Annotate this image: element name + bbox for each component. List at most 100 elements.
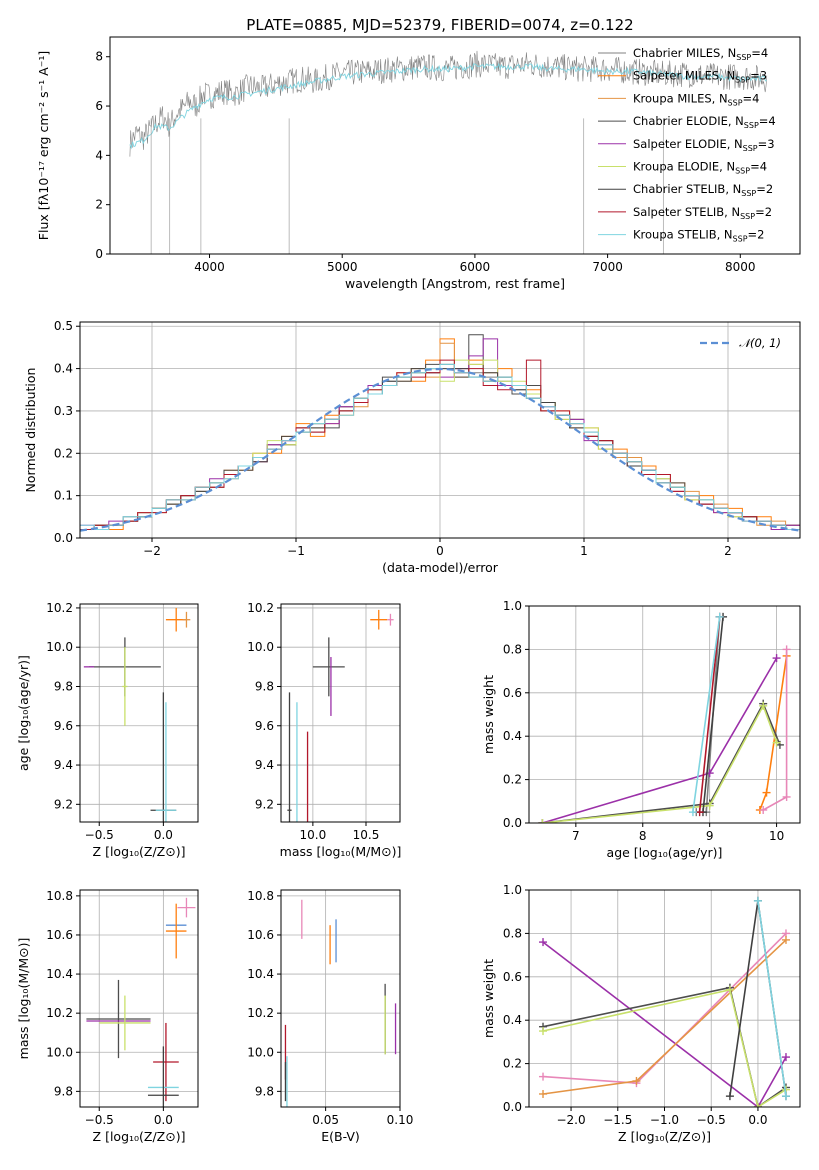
marker xyxy=(759,805,768,814)
y-tick-label: 10.0 xyxy=(247,1045,274,1059)
massweight-vs-age-frame xyxy=(528,605,801,824)
marker xyxy=(539,938,548,947)
marker xyxy=(781,1053,790,1062)
spectrum-line-model xyxy=(129,62,767,150)
mass-weight-line-Kroupa ELODIE xyxy=(542,703,778,823)
y-tick-label: 0.6 xyxy=(503,686,522,700)
y-tick-label: 9.8 xyxy=(255,679,274,693)
spectrum-line-data xyxy=(129,50,768,157)
age-vs-z-grid xyxy=(80,604,198,822)
marker xyxy=(753,1103,762,1107)
legend-entry: Salpeter ELODIE, NSSP=3 xyxy=(633,137,775,153)
y-tick-label: 9.4 xyxy=(54,758,73,772)
y-tick-label: 0.2 xyxy=(54,446,73,460)
y-tick-label: 0.0 xyxy=(503,816,522,830)
x-tick-label: 0.0 xyxy=(154,828,173,842)
marker xyxy=(695,808,704,817)
mass-vs-z-x-axis-label: Z [log₁₀(Z/Z⊙)] xyxy=(93,1129,186,1144)
y-tick-label: 0.4 xyxy=(503,729,522,743)
y-tick-label: 10.2 xyxy=(46,601,73,615)
mass-vs-ebv-chart: 0.05 0.10 9.8 10.0 10.2 10.4 10.6 10.8 E(B-V) xyxy=(247,889,413,1144)
massweight-vs-z-chart: −2.0 −1.5 −1.0 −0.5 0.0 0.0 0.2 0.4 0.6 0.8 1.0 Z [… xyxy=(481,883,801,1144)
y-tick-label: 9.2 xyxy=(54,797,73,811)
y-tick-label: 9.6 xyxy=(54,719,73,733)
y-tick-label: 6 xyxy=(95,99,103,113)
x-tick-label: 0.0 xyxy=(154,1113,173,1127)
y-tick-label: 0.0 xyxy=(503,1100,522,1114)
marker xyxy=(539,1089,548,1098)
spectrum-plot-area xyxy=(129,50,768,254)
error-bar-point xyxy=(287,692,292,822)
x-tick-label: −0.5 xyxy=(85,1113,114,1127)
mass-vs-ebv-frame xyxy=(280,889,401,1108)
y-tick-label: 0.4 xyxy=(503,1013,522,1027)
y-tick-label: 4 xyxy=(95,148,103,162)
marker xyxy=(725,985,734,994)
x-tick-label: −1 xyxy=(287,544,305,558)
marker xyxy=(772,738,781,747)
residuals-y-axis-label: Normed distribution xyxy=(23,368,38,493)
error-bar-point xyxy=(99,995,151,1051)
spectrum-legend: Chabrier MILES, NSSP=4 Salpeter MILES, NS… xyxy=(598,46,776,244)
y-tick-label: 10.8 xyxy=(46,889,73,903)
residuals-x-axis-label: (data-model)/error xyxy=(382,560,499,575)
massweight-vs-age-chart: 7 8 9 10 0.0 0.2 0.4 0.6 0.8 1.0 age [log₁₀(age/yr… xyxy=(481,599,801,860)
mass-weight-line-Salpeter ELODIE xyxy=(542,941,787,1107)
age-vs-z-chart: −0.5 0.0 9.2 9.4 9.6 9.8 10.0 10.2 Z [log₁₀(Z/Z⊙… xyxy=(16,601,199,859)
y-tick-label: 0.8 xyxy=(503,926,522,940)
x-tick-label: 0.05 xyxy=(312,1113,339,1127)
legend-entry: 𝒩(0, 1) xyxy=(739,336,781,350)
y-tick-label: 0.8 xyxy=(503,642,522,656)
normal-curve xyxy=(80,367,800,532)
mass-weight-line-Chabrier ELODIE xyxy=(542,701,781,823)
x-tick-label: 4000 xyxy=(194,260,225,274)
error-bar-point xyxy=(122,647,128,726)
age-vs-mass-frame xyxy=(280,603,401,823)
x-tick-label: −0.5 xyxy=(697,1113,726,1127)
y-tick-label: 10.4 xyxy=(247,967,274,981)
x-tick-label: 0.10 xyxy=(387,1113,414,1127)
mass-weight-line-Chabrier STELIB xyxy=(702,616,724,813)
y-tick-label: 0.4 xyxy=(54,362,73,376)
error-bar-point xyxy=(177,897,196,918)
age-vs-z-frame xyxy=(79,603,199,823)
mass-vs-z-chart: −0.5 0.0 9.8 10.0 10.2 10.4 10.6 10.8 Z [log₁₀(Z… xyxy=(16,889,199,1144)
mass-weight-line-Kroupa STELIB xyxy=(692,616,721,813)
y-tick-label: 0.0 xyxy=(54,531,73,545)
y-tick-label: 2 xyxy=(95,198,103,212)
x-tick-label: 10.0 xyxy=(300,828,327,842)
y-tick-label: 10.8 xyxy=(247,889,274,903)
residuals-plot-area xyxy=(80,334,800,532)
marker xyxy=(725,1092,734,1101)
age-vs-z-x-axis-label: Z [log₁₀(Z/Z⊙)] xyxy=(93,844,186,859)
marker xyxy=(539,1072,548,1081)
massweight-vs-z-grid xyxy=(529,889,800,1108)
y-tick-label: 10.0 xyxy=(247,640,274,654)
legend-entry: Kroupa ELODIE, NSSP=4 xyxy=(633,160,767,176)
x-tick-label: 7000 xyxy=(592,260,623,274)
mass-vs-z-grid xyxy=(80,890,198,1107)
massweight-vs-z-y-axis-label: mass weight xyxy=(481,959,496,1038)
y-tick-label: 1.0 xyxy=(503,599,522,613)
page-title: PLATE=0885, MJD=52379, FIBERID=0074, z=0… xyxy=(246,16,633,34)
x-tick-label: 0.0 xyxy=(748,1113,767,1127)
mass-vs-ebv-plot-area xyxy=(284,899,397,1107)
x-tick-label: −2.0 xyxy=(556,1113,585,1127)
legend-entry: Kroupa STELIB, NSSP=2 xyxy=(633,228,764,244)
age-vs-z-y-axis-label: age [log₁₀(age/yr)] xyxy=(16,655,31,771)
x-tick-label: 8 xyxy=(639,829,647,843)
residuals-chart: −2 −1 0 1 2 0.0 0.1 0.2 0.3 0.4 0.5 (data-model)/er… xyxy=(23,319,801,575)
age-vs-z-plot-area xyxy=(83,607,191,822)
x-tick-label: 8000 xyxy=(725,260,756,274)
y-tick-label: 0.2 xyxy=(503,1057,522,1071)
legend-entry: Chabrier ELODIE, NSSP=4 xyxy=(633,114,776,130)
marker xyxy=(539,1027,548,1036)
y-tick-label: 10.6 xyxy=(247,928,274,942)
age-vs-mass-plot-area xyxy=(287,609,394,822)
y-tick-label: 9.4 xyxy=(255,758,274,772)
x-tick-label: 0 xyxy=(436,544,444,558)
legend-entry: Salpeter STELIB, NSSP=2 xyxy=(633,205,772,221)
mass-vs-ebv-x-axis-label: E(B-V) xyxy=(321,1129,360,1144)
mass-weight-line-Kroupa ELODIE xyxy=(542,988,787,1107)
